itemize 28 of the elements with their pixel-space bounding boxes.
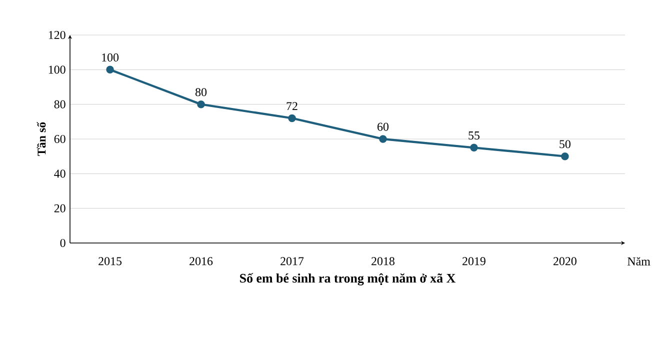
point bbox=[106, 66, 114, 74]
text: Số em bé sinh ra trong một năm ở xã X bbox=[240, 273, 456, 286]
y-axis-title: Tần số bbox=[36, 122, 46, 156]
y-tick-label: 120 bbox=[48, 30, 66, 40]
point bbox=[470, 144, 478, 152]
point bbox=[197, 100, 205, 108]
point bbox=[288, 114, 296, 122]
x-axis-title: Năm bbox=[628, 257, 650, 266]
x-tick-label: 2016 bbox=[190, 257, 213, 266]
data-label: 80 bbox=[195, 88, 207, 96]
point bbox=[379, 135, 387, 143]
data-label: 100 bbox=[102, 53, 119, 62]
x-tick-label: 2020 bbox=[554, 257, 576, 266]
y-tick-label: 40 bbox=[54, 170, 66, 178]
x-tick-label: 2019 bbox=[462, 257, 486, 266]
y-tick-label: 60 bbox=[54, 134, 66, 144]
x-tick-label: 2017 bbox=[280, 257, 304, 266]
x-tick-label: 2018 bbox=[372, 257, 394, 266]
y-tick-label: 100 bbox=[48, 66, 66, 74]
x-tick-label: 2015 bbox=[98, 257, 122, 266]
y-tick-label: 0 bbox=[60, 238, 66, 248]
y-tick-label: 20 bbox=[54, 204, 66, 212]
y-tick-label: 80 bbox=[54, 100, 66, 108]
point bbox=[561, 152, 569, 160]
data-label: 72 bbox=[286, 102, 298, 110]
data-label: 60 bbox=[378, 122, 388, 131]
data-label: 55 bbox=[468, 132, 480, 140]
data-label: 50 bbox=[560, 140, 570, 148]
